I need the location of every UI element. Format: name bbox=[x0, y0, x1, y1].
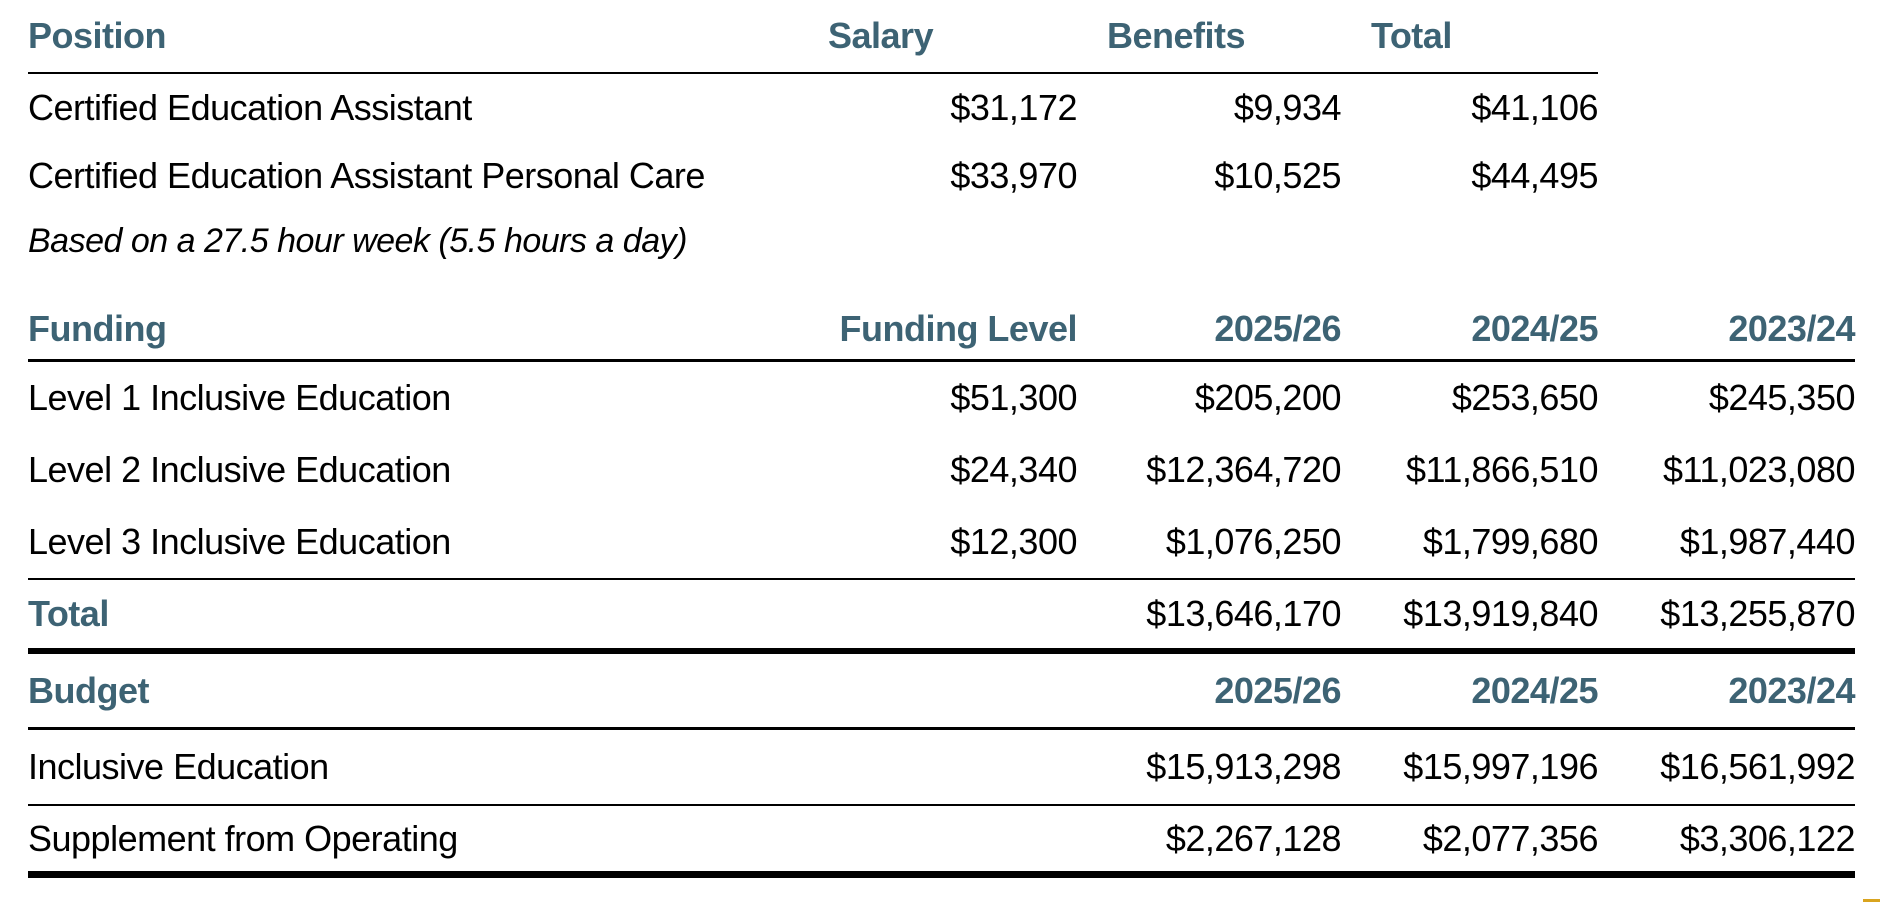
total-value: $44,495 bbox=[1471, 155, 1598, 197]
funding-total-row: Total $13,646,170 $13,919,840 $13,255,87… bbox=[28, 578, 1856, 654]
benefits-value: $10,525 bbox=[1214, 155, 1341, 197]
salary-value: $31,172 bbox=[950, 87, 1077, 129]
position-cell: Certified Education Assistant Personal C… bbox=[28, 155, 705, 197]
year-2025-26-value: $1,076,250 bbox=[1165, 521, 1342, 563]
funding-level-column-header: Funding Level bbox=[839, 308, 1077, 350]
gold-accent-fragment bbox=[1863, 899, 1880, 902]
table-row: Inclusive Education $15,913,298 $15,997,… bbox=[28, 730, 1856, 806]
year-2024-25-value: $11,866,510 bbox=[1405, 449, 1599, 491]
year-2024-25-value: $2,077,356 bbox=[1422, 817, 1599, 859]
table-row: Level 1 Inclusive Education $51,300 $205… bbox=[28, 362, 1856, 434]
year-2024-25-total: $13,919,840 bbox=[1403, 593, 1598, 635]
year-2023-24-column-header: 2023/24 bbox=[1728, 308, 1855, 350]
benefits-value: $9,934 bbox=[1233, 87, 1342, 129]
year-2025-26-total: $13,646,170 bbox=[1146, 593, 1341, 635]
year-2024-25-column-header: 2024/25 bbox=[1471, 669, 1598, 711]
year-2025-26-value: $15,913,298 bbox=[1146, 746, 1341, 788]
funding-label-cell: Level 3 Inclusive Education bbox=[28, 521, 451, 563]
budget-header-row: Budget 2025/26 2024/25 2023/24 bbox=[28, 654, 1856, 730]
budget-label-cell: Supplement from Operating bbox=[28, 817, 458, 859]
funding-level-value: $51,300 bbox=[950, 377, 1077, 419]
total-column-header: Total bbox=[1371, 15, 1452, 57]
table-row: Certified Education Assistant Personal C… bbox=[28, 142, 1599, 210]
year-2024-25-column-header: 2024/25 bbox=[1471, 308, 1598, 350]
year-2023-24-value: $11,023,080 bbox=[1662, 449, 1856, 491]
year-2025-26-value: $2,267,128 bbox=[1165, 817, 1342, 859]
positions-table: Position Salary Benefits Total Certified… bbox=[28, 0, 1880, 274]
funding-level-value: $24,340 bbox=[950, 449, 1077, 491]
year-2025-26-value: $12,364,720 bbox=[1146, 449, 1341, 491]
year-2023-24-value: $16,561,992 bbox=[1660, 746, 1855, 788]
hours-note-row: Based on a 27.5 hour week (5.5 hours a d… bbox=[28, 210, 1598, 274]
benefits-column-header: Benefits bbox=[1107, 15, 1246, 57]
year-2024-25-value: $1,799,680 bbox=[1422, 521, 1599, 563]
positions-header-row: Position Salary Benefits Total bbox=[28, 0, 1598, 74]
year-2025-26-column-header: 2025/26 bbox=[1214, 308, 1341, 350]
year-2024-25-value: $253,650 bbox=[1451, 377, 1599, 419]
table-row: Supplement from Operating $2,267,128 $2,… bbox=[28, 806, 1856, 878]
budget-table: Budget 2025/26 2024/25 2023/24 Inclusive… bbox=[28, 654, 1880, 878]
table-row: Level 3 Inclusive Education $12,300 $1,0… bbox=[28, 506, 1856, 578]
total-value: $41,106 bbox=[1471, 87, 1598, 129]
position-column-header: Position bbox=[28, 15, 167, 57]
budget-column-header: Budget bbox=[28, 669, 149, 711]
salary-value: $33,970 bbox=[950, 155, 1077, 197]
funding-table: Funding Funding Level 2025/26 2024/25 20… bbox=[28, 274, 1880, 654]
year-2024-25-value: $15,997,196 bbox=[1403, 746, 1598, 788]
year-2023-24-total: $13,255,870 bbox=[1660, 593, 1855, 635]
funding-level-value: $12,300 bbox=[950, 521, 1077, 563]
salary-column-header: Salary bbox=[828, 15, 934, 57]
funding-label-cell: Level 2 Inclusive Education bbox=[28, 449, 451, 491]
position-cell: Certified Education Assistant bbox=[28, 87, 472, 129]
table-row: Certified Education Assistant $31,172 $9… bbox=[28, 74, 1599, 142]
year-2023-24-value: $1,987,440 bbox=[1679, 521, 1856, 563]
year-2023-24-value: $3,306,122 bbox=[1679, 817, 1856, 859]
funding-label-cell: Level 1 Inclusive Education bbox=[28, 377, 451, 419]
year-2023-24-column-header: 2023/24 bbox=[1728, 669, 1855, 711]
year-2025-26-value: $205,200 bbox=[1194, 377, 1342, 419]
funding-column-header: Funding bbox=[28, 308, 167, 350]
year-2023-24-value: $245,350 bbox=[1708, 377, 1856, 419]
budget-label-cell: Inclusive Education bbox=[28, 746, 329, 788]
year-2025-26-column-header: 2025/26 bbox=[1214, 669, 1341, 711]
hours-note: Based on a 27.5 hour week (5.5 hours a d… bbox=[28, 222, 687, 261]
table-row: Level 2 Inclusive Education $24,340 $12,… bbox=[28, 434, 1856, 506]
funding-header-row: Funding Funding Level 2025/26 2024/25 20… bbox=[28, 274, 1856, 362]
funding-total-label: Total bbox=[28, 593, 109, 635]
